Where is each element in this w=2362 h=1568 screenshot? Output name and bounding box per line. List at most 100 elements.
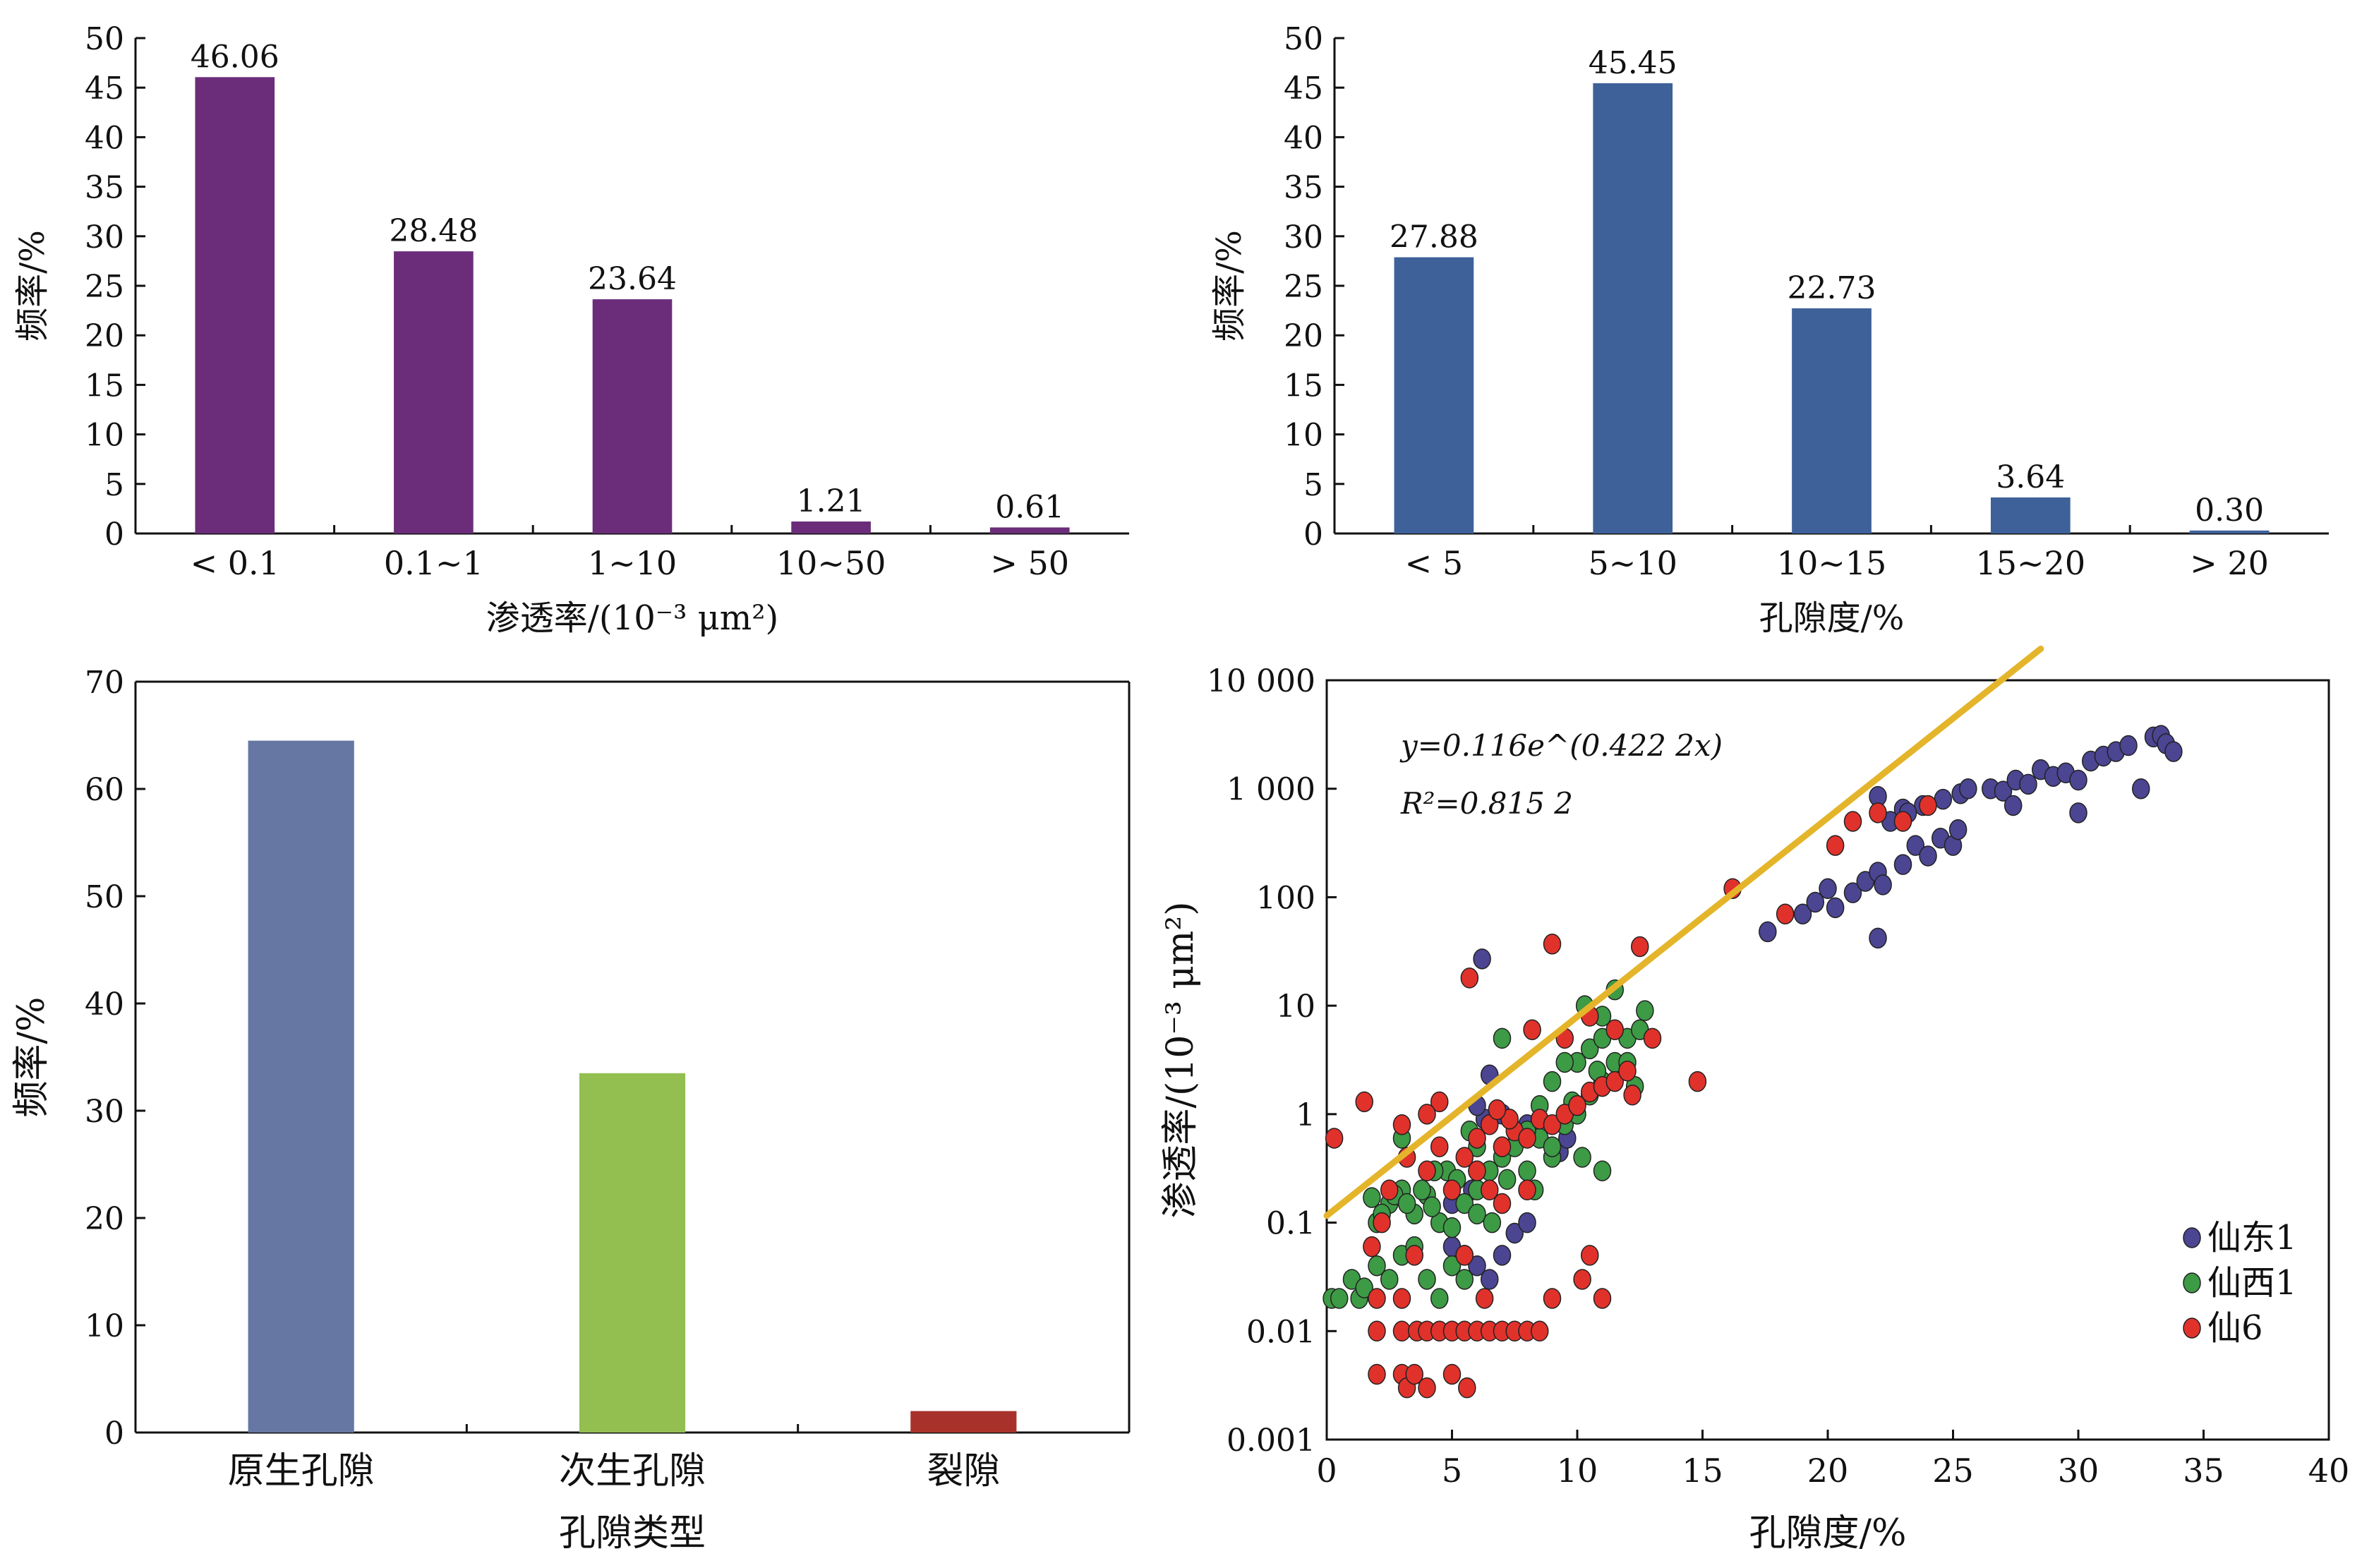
scatter-point: [1442, 1363, 1462, 1385]
scatter-point: [1643, 1027, 1662, 1049]
scatter-point: [2119, 735, 2138, 756]
scatter-point: [1581, 1038, 1599, 1060]
y-axis-title: 频率/%: [13, 230, 52, 342]
scatter-point: [1468, 1255, 1486, 1277]
scatter-point: [1934, 788, 1953, 810]
scatter-point: [1475, 1288, 1494, 1309]
x-axis-title: 孔隙度/%: [1759, 598, 1905, 638]
scatter-point: [1893, 854, 1912, 875]
y-tick-label: 30: [1284, 219, 1323, 255]
bar: [791, 521, 871, 533]
scatter-point: [1325, 1128, 1344, 1149]
scatter-point: [1819, 878, 1837, 900]
y-tick-label: 0.01: [1246, 1314, 1315, 1350]
y-tick-label: 25: [85, 269, 124, 305]
y-tick-label: 100: [1256, 880, 1315, 916]
x-tick-label: 15~20: [1975, 544, 2085, 582]
scatter-point: [1380, 1269, 1399, 1290]
scatter-point: [2069, 802, 2087, 824]
scatter-point: [1405, 1363, 1423, 1385]
data-label: 45.45: [1589, 45, 1677, 81]
bar: [248, 740, 354, 1433]
scatter-point: [1605, 1019, 1624, 1040]
x-tick-label: 次生孔隙: [559, 1450, 706, 1492]
scatter-point: [1581, 1245, 1599, 1266]
scatter-point: [1523, 1019, 1541, 1040]
x-tick-label: 原生孔隙: [228, 1450, 375, 1492]
y-tick-label: 20: [85, 1201, 124, 1237]
scatter-point: [1543, 1114, 1562, 1135]
x-axis-title: 渗透率/(10⁻³ μm²): [486, 598, 779, 638]
y-tick-label: 40: [85, 987, 124, 1023]
scatter-point: [1593, 1288, 1612, 1309]
y-tick-label: 15: [85, 368, 124, 404]
scatter-point: [1405, 1245, 1423, 1266]
scatter-point: [1392, 1320, 1411, 1342]
y-tick-label: 1 000: [1227, 772, 1315, 808]
scatter-point: [1493, 1136, 1512, 1157]
x-tick-label: 1~10: [588, 544, 677, 582]
scatter-point: [1481, 1179, 1499, 1201]
scatter-point: [1392, 1114, 1411, 1135]
y-tick-label: 0: [104, 517, 124, 553]
data-label: 3.64: [1996, 459, 2065, 495]
x-tick-label: 0: [1316, 1452, 1337, 1490]
scatter-point: [1688, 1071, 1707, 1092]
scatter-point: [1543, 1288, 1562, 1309]
x-tick-label: 20: [1807, 1452, 1849, 1490]
scatter-point: [1826, 835, 1845, 856]
y-tick-label: 40: [1284, 120, 1323, 156]
scatter-point: [1776, 903, 1795, 924]
bar: [1792, 308, 1872, 533]
bar: [579, 1073, 686, 1433]
y-tick-label: 10: [1284, 418, 1323, 454]
scatter-point: [1442, 1255, 1462, 1277]
scatter-point: [1869, 802, 1887, 824]
scatter-point: [1442, 1179, 1462, 1201]
legend-marker: [2183, 1317, 2201, 1339]
legend-label: 仙西1: [2207, 1263, 2297, 1303]
y-tick-label: 15: [1284, 368, 1323, 404]
x-tick-label: 30: [2058, 1452, 2099, 1490]
data-label: 22.73: [1788, 270, 1876, 306]
scatter-point: [1363, 1187, 1381, 1208]
legend-marker: [2183, 1272, 2201, 1293]
scatter-point: [1505, 1222, 1524, 1244]
y-tick-label: 60: [85, 772, 124, 808]
scatter-point: [1555, 1051, 1574, 1073]
x-tick-label: 0.1~1: [384, 544, 483, 582]
scatter-point: [1593, 1160, 1612, 1181]
y-tick-label: 35: [85, 170, 124, 206]
y-tick-label: 35: [1284, 170, 1323, 206]
scatter-point: [2069, 769, 2087, 791]
scatter-point: [2164, 741, 2183, 762]
data-label: 0.61: [995, 489, 1064, 525]
legend-label: 仙6: [2207, 1308, 2263, 1348]
data-label: 0.30: [2195, 493, 2264, 529]
scatter-point: [1368, 1288, 1386, 1309]
scatter-point: [1423, 1196, 1441, 1217]
trend-r2: R²=0.815 2: [1400, 786, 1573, 821]
scatter-point: [1483, 1212, 1502, 1234]
chart-permeability-histogram: 0 5 10 15 20 25 30 35 40 45 50 46.06 < 0.1 28.48 0.1~1…: [13, 21, 1129, 638]
x-tick-label: 5~10: [1589, 544, 1677, 582]
scatter-point: [1430, 1136, 1449, 1157]
y-tick-label: 30: [85, 219, 124, 255]
scatter-point: [1498, 1169, 1517, 1190]
scatter-point: [1843, 811, 1862, 832]
bar: [2189, 530, 2270, 533]
trend-line: [1323, 645, 2044, 1219]
scatter-point: [1418, 1160, 1436, 1181]
x-tick-label: 裂隙: [927, 1450, 1000, 1492]
y-tick-label: 1: [1296, 1097, 1315, 1133]
trend-equation: y=0.116e^(0.422 2x): [1399, 728, 1723, 763]
x-tick-label: 10: [1557, 1452, 1598, 1490]
scatter-point: [1573, 1269, 1591, 1290]
scatter-point: [2019, 773, 2037, 795]
scatter-point: [1906, 835, 1924, 856]
y-tick-label: 10 000: [1207, 663, 1315, 699]
y-tick-label: 0.1: [1266, 1206, 1315, 1242]
scatter-point: [1397, 1193, 1416, 1214]
y-tick-label: 30: [85, 1094, 124, 1130]
